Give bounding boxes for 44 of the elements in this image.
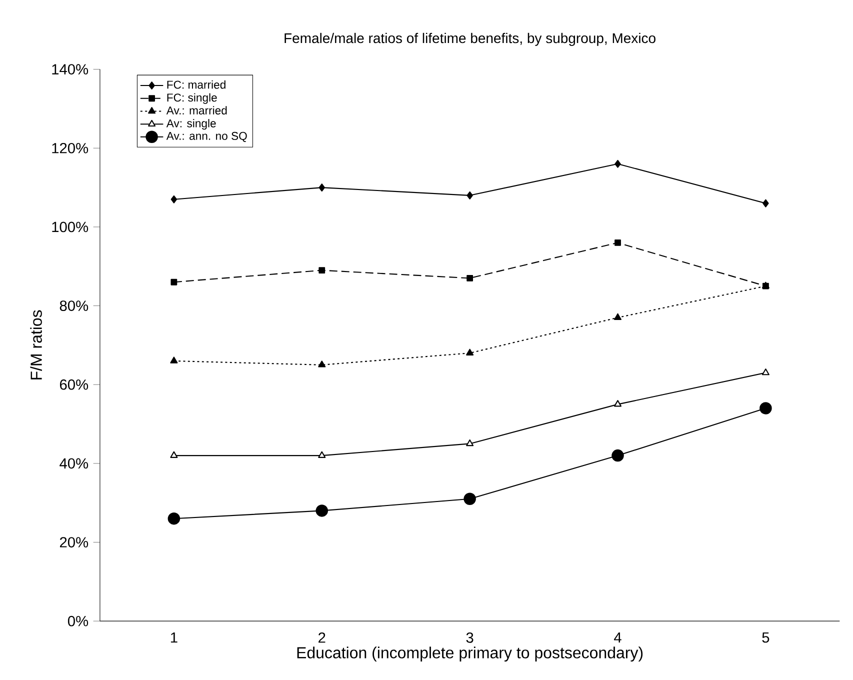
y-tick-label: 100% (52, 222, 88, 232)
point (318, 451, 326, 458)
chart-title: Female/male ratios of lifetime benefits, by subgroup, Mexico (284, 33, 656, 46)
x-tick-label: 4 (614, 632, 622, 643)
point (466, 275, 474, 282)
point (466, 440, 474, 446)
legend-label: Av: single (166, 119, 216, 130)
point (316, 504, 328, 517)
point (318, 360, 326, 368)
point (464, 492, 476, 506)
point (170, 196, 178, 204)
point (614, 313, 622, 320)
point (466, 348, 474, 356)
point (614, 400, 622, 407)
point (168, 512, 180, 525)
point (614, 240, 621, 246)
point (762, 368, 770, 376)
legend-label: Av.: ann. no SQ (166, 132, 247, 142)
y-tick-label: 140% (52, 64, 88, 75)
legend-label: FC: single (167, 93, 217, 104)
point (612, 450, 624, 462)
point (466, 192, 473, 200)
x-tick-label: 5 (762, 632, 770, 643)
x-axis-title: Education (incomplete primary to postsecondary) (297, 646, 643, 662)
legend-label: Av.: married (166, 106, 227, 115)
y-axis-title: F/M ratios (30, 310, 42, 380)
point (170, 279, 178, 286)
point (614, 160, 621, 168)
point (318, 184, 326, 192)
point (318, 267, 326, 274)
y-tick-label: 120% (52, 143, 88, 154)
x-tick-label: 3 (466, 632, 474, 643)
y-tick-label: 20% (60, 537, 88, 548)
point (760, 402, 772, 415)
y-tick-label: 80% (60, 300, 88, 312)
y-tick-label: 40% (60, 458, 88, 469)
point (170, 356, 178, 364)
y-tick-label: 60% (60, 380, 88, 390)
x-tick-label: 1 (170, 632, 178, 643)
y-tick-label: 0% (68, 616, 88, 626)
point (762, 199, 769, 208)
legend-label: FC: married (167, 80, 226, 89)
point (170, 451, 178, 458)
x-tick-label: 2 (318, 632, 326, 643)
